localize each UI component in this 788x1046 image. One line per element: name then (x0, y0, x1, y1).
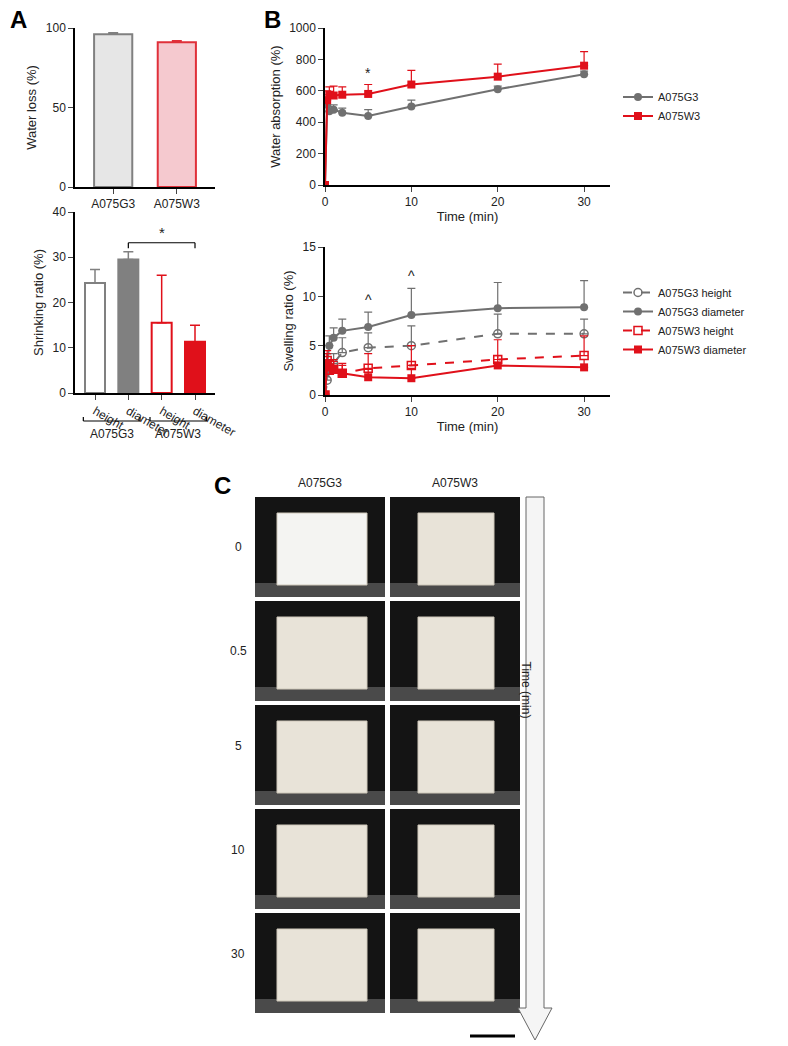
svg-text:A075W3: A075W3 (658, 110, 700, 122)
svg-text:A: A (10, 6, 27, 33)
svg-text:Water absorption (%): Water absorption (%) (268, 45, 283, 167)
svg-text:A075W3: A075W3 (154, 197, 200, 211)
svg-text:A075G3: A075G3 (298, 476, 342, 490)
svg-text:0.5: 0.5 (230, 644, 247, 658)
svg-text:Time (min): Time (min) (437, 419, 499, 434)
svg-text:0: 0 (322, 195, 329, 209)
svg-text:30: 30 (577, 195, 591, 209)
svg-text:100: 100 (46, 21, 66, 35)
svg-text:10: 10 (405, 405, 419, 419)
svg-text:Shrinking ratio (%): Shrinking ratio (%) (31, 249, 46, 356)
svg-text:10: 10 (302, 290, 316, 304)
svg-text:A075G3: A075G3 (90, 427, 134, 441)
svg-text:*: * (159, 224, 165, 241)
svg-text:400: 400 (296, 115, 316, 129)
svg-text:height: height (91, 404, 127, 433)
svg-text:0: 0 (322, 405, 329, 419)
svg-text:20: 20 (491, 405, 505, 419)
svg-text:Swelling ratio (%): Swelling ratio (%) (281, 270, 296, 371)
svg-text:^: ^ (365, 292, 372, 308)
svg-text:10: 10 (231, 843, 245, 857)
svg-text:height: height (157, 404, 193, 433)
svg-text:1000: 1000 (289, 21, 316, 35)
svg-text:200: 200 (296, 147, 316, 161)
svg-text:20: 20 (52, 296, 66, 310)
svg-text:0: 0 (235, 540, 242, 554)
svg-text:A075G3 diameter: A075G3 diameter (658, 306, 745, 318)
svg-text:600: 600 (296, 84, 316, 98)
svg-text:A075G3: A075G3 (658, 91, 698, 103)
svg-text:diameter: diameter (124, 404, 171, 439)
svg-text:10: 10 (52, 341, 66, 355)
svg-text:C: C (214, 472, 231, 499)
svg-text:0: 0 (309, 388, 316, 402)
svg-text:A075W3: A075W3 (155, 427, 201, 441)
svg-text:*: * (365, 65, 371, 81)
svg-text:A075G3: A075G3 (91, 197, 135, 211)
svg-text:15: 15 (302, 240, 316, 254)
svg-text:diameter: diameter (191, 404, 238, 439)
svg-text:Water loss (%): Water loss (%) (24, 65, 39, 150)
svg-text:Time (min): Time (min) (437, 209, 499, 224)
svg-text:^: ^ (408, 268, 415, 284)
svg-text:30: 30 (577, 405, 591, 419)
svg-text:A075W3: A075W3 (432, 476, 478, 490)
svg-text:5: 5 (309, 339, 316, 353)
svg-text:40: 40 (52, 205, 66, 219)
svg-text:0: 0 (309, 178, 316, 192)
svg-text:A075W3 diameter: A075W3 diameter (658, 344, 746, 356)
svg-text:0: 0 (59, 180, 66, 194)
svg-text:A075G3 height: A075G3 height (658, 287, 731, 299)
svg-text:0: 0 (59, 386, 66, 400)
svg-text:A075W3 height: A075W3 height (658, 325, 733, 337)
svg-text:10: 10 (405, 195, 419, 209)
svg-text:B: B (264, 6, 281, 33)
svg-text:50: 50 (52, 101, 66, 115)
svg-text:800: 800 (296, 53, 316, 67)
svg-text:30: 30 (231, 947, 245, 961)
svg-text:30: 30 (52, 250, 66, 264)
svg-text:Time (min): Time (min) (519, 662, 533, 719)
svg-text:20: 20 (491, 195, 505, 209)
svg-text:5: 5 (235, 739, 242, 753)
